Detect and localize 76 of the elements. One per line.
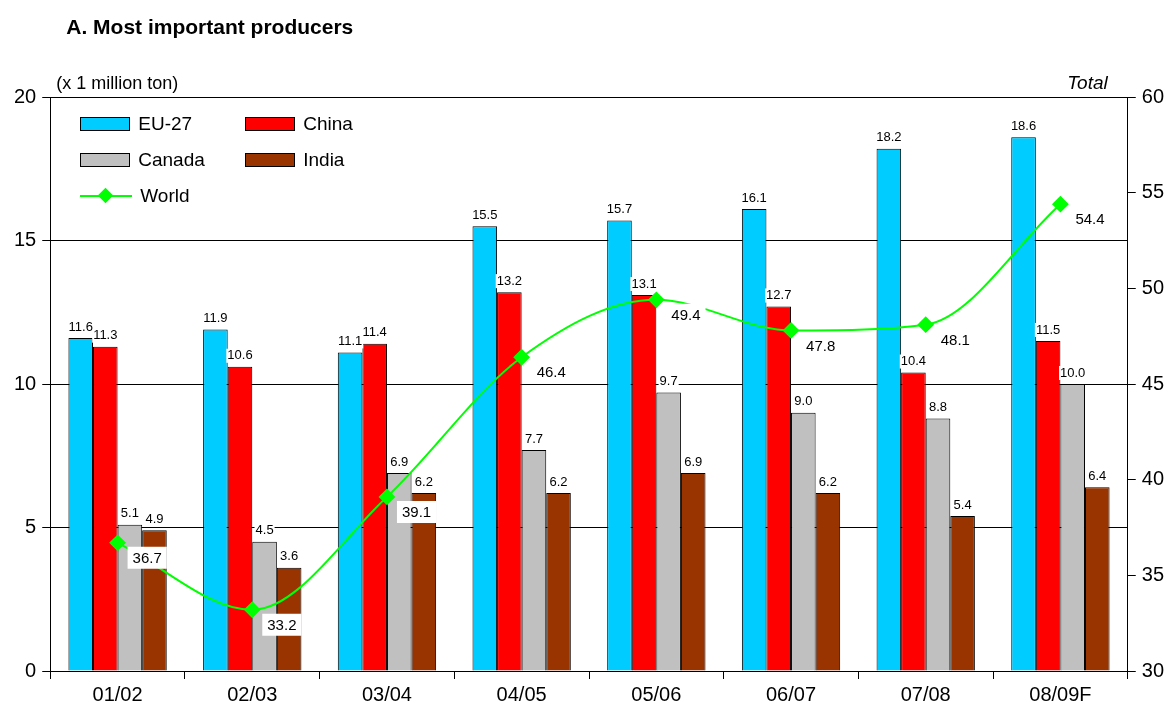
- data-label: 18.6: [1010, 117, 1037, 133]
- point: [378, 488, 395, 505]
- point: [513, 349, 530, 366]
- point: [1052, 196, 1069, 213]
- data-label: 4.5: [255, 522, 274, 538]
- data-label: 46.4: [536, 363, 566, 381]
- data-label: 11.4: [362, 324, 387, 340]
- data-label: 11.1: [337, 333, 363, 349]
- data-label: 11.3: [93, 327, 118, 343]
- y2-tick-label: 55: [1141, 180, 1164, 203]
- data-label: 12.7: [766, 287, 792, 303]
- y-tick-label: 15: [14, 228, 37, 251]
- x-tick-label: 08/09F: [1029, 682, 1092, 705]
- point: [783, 322, 800, 339]
- data-label: 47.8: [806, 336, 836, 354]
- legend-label: China: [303, 113, 353, 135]
- data-label: 54.4: [1075, 210, 1105, 228]
- data-label: 11.5: [1035, 321, 1061, 337]
- y-tick-label: 10: [14, 371, 37, 394]
- y2-tick-label: 35: [1141, 562, 1164, 585]
- x-tick-label: 04/05: [496, 682, 547, 705]
- data-label: 6.9: [390, 453, 409, 469]
- data-label: 10.4: [900, 353, 927, 369]
- x-tick-label: 02/03: [227, 682, 278, 705]
- data-label: 18.2: [876, 129, 902, 145]
- data-label: 39.1: [401, 503, 432, 521]
- data-label: 33.2: [267, 615, 297, 633]
- data-label: 9.7: [659, 373, 678, 389]
- data-label: 11.9: [203, 310, 228, 326]
- x-tick-label: 05/06: [631, 682, 682, 705]
- data-label: 49.4: [671, 305, 701, 323]
- x-tick-label: 06/07: [766, 682, 817, 705]
- y2-axis-title: Total: [1067, 72, 1109, 94]
- legend-label: India: [303, 149, 345, 171]
- legend-label: Canada: [138, 149, 205, 171]
- data-label: 8.8: [928, 399, 948, 415]
- y-axis-title: (x 1 million ton): [56, 72, 179, 93]
- point: [648, 291, 665, 308]
- y2-tick-label: 45: [1141, 371, 1164, 394]
- data-label: 9.0: [794, 393, 813, 409]
- point: [244, 601, 261, 618]
- chart-title: A. Most important producers: [66, 14, 354, 38]
- x-tick-label: 07/08: [900, 682, 951, 705]
- data-label: 13.2: [496, 272, 523, 288]
- y2-tick-label: 60: [1141, 84, 1164, 107]
- data-label: 13.1: [631, 275, 657, 291]
- y-tick-label: 0: [25, 658, 37, 681]
- legend-label: EU-27: [138, 113, 193, 135]
- x-tick-label: 03/04: [361, 682, 412, 705]
- y2-tick-label: 40: [1141, 467, 1164, 490]
- data-label: 6.2: [549, 473, 568, 489]
- data-label: 6.4: [1088, 467, 1107, 483]
- y-tick-label: 5: [25, 515, 37, 538]
- data-label: 6.2: [414, 473, 433, 489]
- data-label: 10.0: [1060, 364, 1086, 380]
- data-label: 36.7: [132, 548, 162, 566]
- data-label: 48.1: [940, 330, 970, 348]
- legend-label: World: [140, 185, 190, 207]
- data-label: 10.6: [227, 347, 253, 363]
- point: [917, 316, 934, 333]
- data-label: 6.2: [818, 473, 837, 489]
- data-label: 7.7: [524, 430, 543, 446]
- data-label: 11.6: [68, 318, 93, 334]
- y2-tick-label: 30: [1141, 658, 1164, 681]
- point: [109, 534, 126, 551]
- data-label: 15.5: [472, 206, 498, 222]
- data-label: 16.1: [741, 189, 767, 205]
- data-label: 3.6: [280, 548, 299, 564]
- data-label: 15.7: [606, 200, 633, 216]
- data-label: 5.4: [953, 496, 972, 512]
- data-label: 4.9: [145, 510, 164, 526]
- y2-tick-label: 50: [1141, 275, 1164, 298]
- x-tick-label: 01/02: [92, 682, 143, 705]
- data-label: 6.9: [684, 453, 703, 469]
- y-tick-label: 20: [14, 84, 37, 107]
- data-label: 5.1: [120, 505, 139, 521]
